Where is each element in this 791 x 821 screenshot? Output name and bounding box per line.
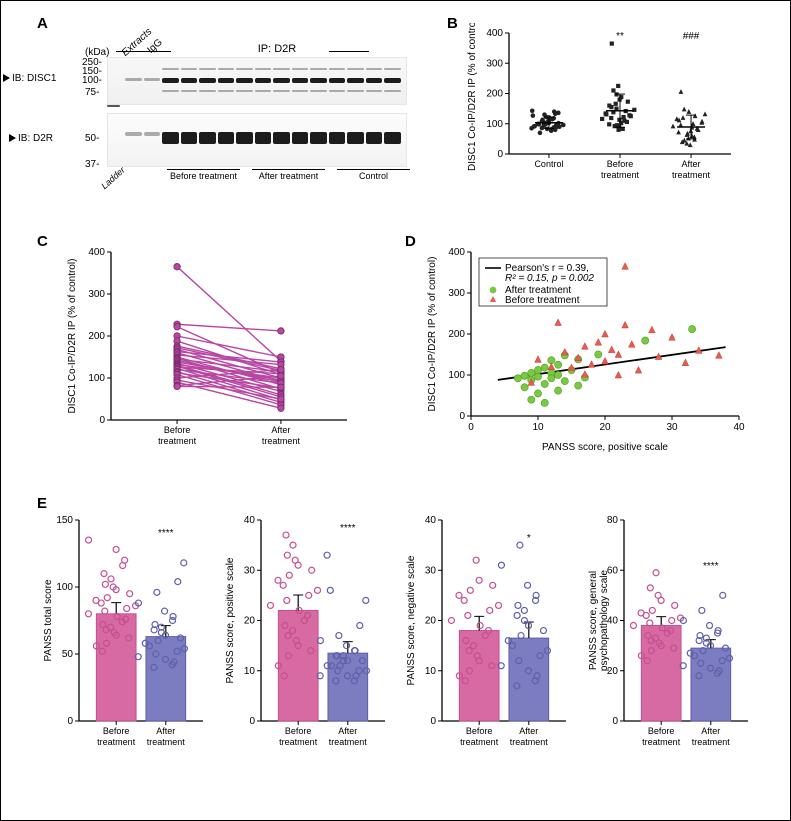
svg-text:20: 20	[244, 616, 256, 627]
svg-text:40: 40	[733, 422, 745, 433]
panel-C-paired: 0 100 200 300 400 DISC1 Co-IP/D2R IP (% of co…	[61, 244, 361, 454]
svg-text:200: 200	[88, 331, 105, 342]
mw-50: 50-	[85, 133, 99, 144]
svg-text:Beforetreatment: Beforetreatment	[460, 726, 499, 747]
svg-text:0: 0	[249, 716, 255, 727]
svg-text:300: 300	[486, 58, 503, 69]
svg-text:Beforetreatment: Beforetreatment	[642, 726, 681, 747]
ib-disc1-label: IB: DISC1	[3, 73, 56, 84]
svg-text:0: 0	[459, 411, 465, 422]
svg-text:****: ****	[340, 523, 356, 534]
svg-text:DISC1 Co-IP/D2R IP (% of contr: DISC1 Co-IP/D2R IP (% of control)	[427, 257, 438, 412]
svg-text:400: 400	[486, 28, 503, 39]
panel-E-sub0: 0 50 100 150 PANSS total score Beforetreatmen…	[39, 506, 209, 761]
svg-text:PANSS score, positive scale: PANSS score, positive scale	[542, 442, 668, 453]
svg-text:30: 30	[666, 422, 678, 433]
svg-text:100: 100	[448, 370, 465, 381]
svg-text:Beforetreatment: Beforetreatment	[97, 726, 136, 747]
disc1-blot	[107, 57, 407, 105]
svg-text:Aftertreatment: Aftertreatment	[692, 726, 731, 747]
extracts-label: Extracts	[120, 26, 154, 58]
svg-text:10: 10	[532, 422, 544, 433]
svg-text:****: ****	[703, 561, 719, 572]
svg-text:10: 10	[425, 666, 437, 677]
svg-text:20: 20	[425, 616, 437, 627]
svg-text:100: 100	[56, 582, 73, 593]
svg-text:R² = 0.15, p = 0.002: R² = 0.15, p = 0.002	[505, 273, 594, 284]
group-control: Control	[337, 169, 410, 181]
svg-text:PANSS score, negative scale: PANSS score, negative scale	[406, 555, 417, 685]
panel-E-sub1: 0 10 20 30 40 PANSS score, positive scale Befo…	[221, 506, 391, 761]
svg-text:40: 40	[425, 515, 437, 526]
ladder-label: Ladder	[99, 165, 127, 191]
svg-text:Aftertreatment: Aftertreatment	[328, 726, 367, 747]
svg-text:20: 20	[599, 422, 611, 433]
svg-text:80: 80	[607, 515, 619, 526]
panel-C-svg: 0 100 200 300 400 DISC1 Co-IP/D2R IP (% of co…	[61, 244, 361, 454]
svg-text:0: 0	[612, 716, 618, 727]
svg-text:PANSS score, generalpsychopath: PANSS score, generalpsychopathology scal…	[588, 569, 610, 671]
svg-text:Aftertreatment: Aftertreatment	[672, 159, 711, 180]
svg-text:0: 0	[497, 149, 503, 160]
d2r-blot	[107, 113, 407, 167]
figure-frame: A B C D E (kDa) 250- 150- 100- 75- 50- 3…	[0, 0, 791, 821]
svg-text:*: *	[527, 533, 531, 544]
panel-E-sub3: 020406080PANSS score, generalpsychopatho…	[584, 506, 754, 761]
svg-text:Aftertreatment: Aftertreatment	[147, 726, 186, 747]
svg-text:Before treatment: Before treatment	[505, 295, 580, 306]
label-D: D	[405, 233, 416, 250]
svg-text:400: 400	[88, 247, 105, 258]
mw-100: 100-	[82, 75, 102, 86]
svg-text:0: 0	[67, 716, 73, 727]
svg-text:100: 100	[486, 119, 503, 130]
svg-text:300: 300	[448, 288, 465, 299]
svg-text:Aftertreatment: Aftertreatment	[510, 726, 549, 747]
mw-75: 75-	[85, 87, 99, 98]
svg-text:###: ###	[683, 31, 700, 42]
svg-text:300: 300	[88, 289, 105, 300]
svg-text:100: 100	[88, 373, 105, 384]
svg-text:**: **	[616, 31, 624, 42]
ip-d2r-label: IP: D2R	[177, 43, 377, 55]
label-B: B	[447, 15, 458, 32]
svg-text:400: 400	[448, 247, 465, 258]
svg-text:200: 200	[486, 89, 503, 100]
svg-text:Beforetreatment: Beforetreatment	[158, 425, 197, 446]
svg-text:Control: Control	[534, 159, 563, 169]
svg-text:Beforetreatment: Beforetreatment	[601, 159, 640, 180]
svg-text:DISC1 Co-IP/D2R IP (% of contr: DISC1 Co-IP/D2R IP (% of control)	[67, 259, 78, 414]
svg-text:50: 50	[62, 649, 74, 660]
label-C: C	[37, 233, 48, 250]
svg-text:10: 10	[244, 666, 256, 677]
igg-label: IgG	[145, 37, 164, 56]
svg-text:40: 40	[244, 515, 256, 526]
svg-text:30: 30	[425, 565, 437, 576]
panel-A-blot: (kDa) 250- 150- 100- 75- 50- 37- Extract…	[47, 23, 417, 185]
svg-text:DISC1 Co-IP/D2R IP (% of contr: DISC1 Co-IP/D2R IP (% of control)	[467, 23, 478, 171]
panel-B-scatter: 0 100 200 300 400 DISC1 Co-IP/D2R IP (% of co…	[461, 23, 741, 188]
svg-text:0: 0	[431, 716, 437, 727]
svg-text:0: 0	[468, 422, 474, 433]
group-labels: Before treatment After treatment Control	[167, 169, 410, 181]
panel-B-svg: 0 100 200 300 400 DISC1 Co-IP/D2R IP (% of co…	[461, 23, 741, 188]
svg-text:****: ****	[158, 528, 174, 539]
svg-text:200: 200	[448, 329, 465, 340]
svg-text:150: 150	[56, 515, 73, 526]
svg-text:30: 30	[244, 565, 256, 576]
svg-text:Aftertreatment: Aftertreatment	[262, 425, 301, 446]
panel-D-corr: 0 100 200 300 400 0 10 20 30 40 DISC1 Co-IP/D2R IP…	[421, 244, 751, 454]
svg-text:Beforetreatment: Beforetreatment	[279, 726, 318, 747]
panel-E-sub2: 0 10 20 30 40 PANSS score, negative scale Befo…	[402, 506, 572, 761]
ib-d2r-label: IB: D2R	[9, 133, 53, 144]
svg-text:PANSS score, positive scale: PANSS score, positive scale	[225, 557, 236, 683]
arrow-icon	[9, 134, 16, 142]
group-after: After treatment	[252, 169, 325, 181]
svg-text:0: 0	[99, 415, 105, 426]
panel-E-bars: 050100150PANSS total scoreBeforetreatmen…	[39, 506, 754, 771]
group-before: Before treatment	[167, 169, 240, 181]
mw-37: 37-	[85, 159, 99, 170]
arrow-icon	[3, 74, 10, 82]
panel-D-svg: 0 100 200 300 400 0 10 20 30 40 DISC1 Co-IP/D2R IP…	[421, 244, 751, 454]
svg-text:PANSS total score: PANSS total score	[43, 579, 54, 662]
